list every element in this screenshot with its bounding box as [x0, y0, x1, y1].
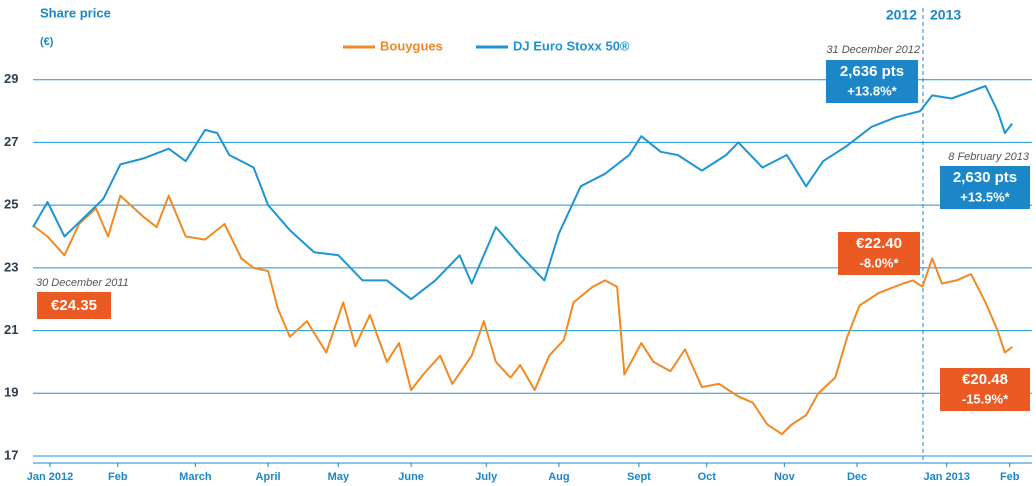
- y-axis-label: Share price: [40, 5, 111, 20]
- x-tick-label: June: [398, 471, 424, 483]
- legend-label: DJ Euro Stoxx 50®: [513, 38, 630, 53]
- y-tick-label: 21: [4, 322, 18, 337]
- annotation: -8.0%*: [859, 255, 899, 270]
- y-tick-label: 27: [4, 134, 18, 149]
- x-tick-label: April: [256, 471, 281, 483]
- annotation-box: [940, 166, 1030, 209]
- y-tick-label: 25: [4, 197, 18, 212]
- annotation: +13.5%*: [960, 189, 1010, 204]
- x-tick-label: Oct: [698, 471, 717, 483]
- x-tick-label: July: [475, 471, 498, 483]
- year-label: 2012: [886, 7, 917, 23]
- x-tick-label: March: [179, 471, 212, 483]
- annotation: -15.9%*: [962, 391, 1009, 406]
- y-tick-label: 29: [4, 71, 18, 86]
- x-tick-label: Feb: [1000, 471, 1020, 483]
- annotation-box: [838, 232, 920, 275]
- series-line: [32, 85, 1013, 301]
- annotation: 2,636 pts: [840, 63, 904, 80]
- grid: 17 19 21 23 25 27 29 Jan 2012 Feb March April May Ju…: [4, 71, 1032, 483]
- legend: Bouygues DJ Euro Stoxx 50®: [343, 38, 630, 53]
- x-tick-label: Nov: [774, 471, 796, 483]
- y-axis-unit: (€): [40, 36, 54, 48]
- y-tick-label: 17: [4, 447, 18, 462]
- annotation-box: [826, 60, 918, 103]
- y-tick-label: 23: [4, 259, 18, 274]
- annotation: 31 December 2012: [826, 44, 920, 56]
- y-tick-label: 19: [4, 385, 18, 400]
- annotation: €24.35: [51, 297, 97, 314]
- x-tick-label: May: [328, 471, 350, 483]
- x-tick-label: Jan 2012: [27, 471, 73, 483]
- x-tick-label: Dec: [847, 471, 867, 483]
- x-tick-label: Aug: [548, 471, 569, 483]
- legend-label: Bouygues: [380, 38, 443, 53]
- series-line: [32, 194, 1013, 436]
- x-tick-label: Jan 2013: [923, 471, 969, 483]
- annotation: €20.48: [962, 371, 1008, 388]
- x-tick-label: Feb: [108, 471, 128, 483]
- annotation: 30 December 2011: [36, 277, 129, 289]
- annotation-box: [940, 368, 1030, 411]
- x-tick-label: Sept: [627, 471, 651, 483]
- year-label: 2013: [930, 7, 961, 23]
- annotation: 8 February 2013: [948, 151, 1030, 163]
- annotation: 2,630 pts: [953, 169, 1017, 186]
- annotation: €22.40: [856, 235, 902, 252]
- annotation: +13.8%*: [847, 83, 897, 98]
- annotation-box: [37, 292, 111, 319]
- lines: [32, 85, 1013, 436]
